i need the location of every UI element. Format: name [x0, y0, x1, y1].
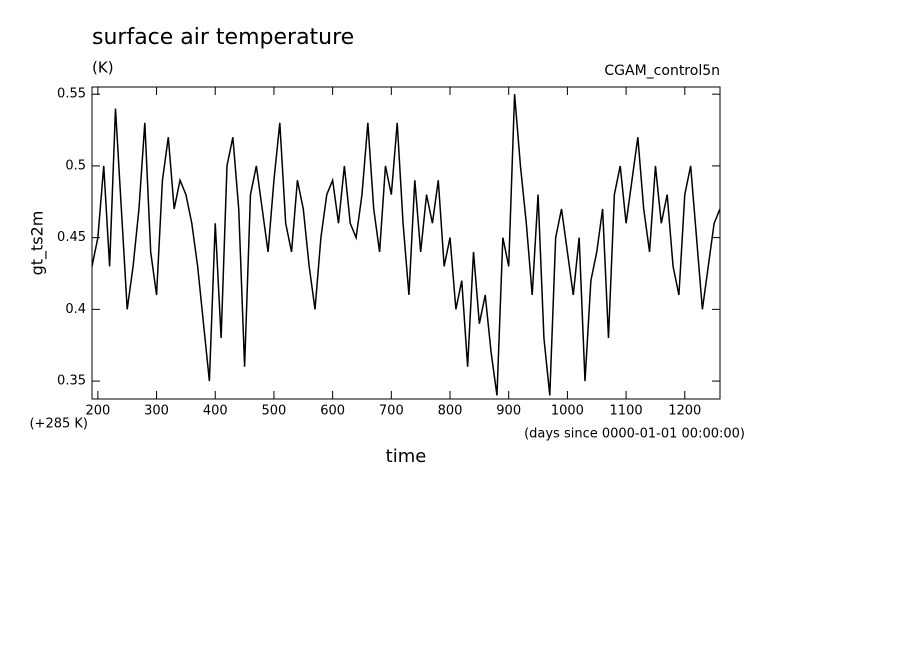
- x-tick-label: 400: [203, 404, 228, 419]
- y-tick-label: 0.4: [65, 302, 86, 317]
- x-tick-label: 1200: [668, 404, 701, 419]
- x-axis-label: time: [386, 446, 427, 467]
- y-offset: (+285 K): [29, 417, 88, 432]
- units: (K): [92, 59, 114, 77]
- x-tick-label: 500: [262, 404, 287, 419]
- x-tick-label: 700: [379, 404, 404, 419]
- x-tick-label: 800: [438, 404, 463, 419]
- data-line: [91, 94, 721, 396]
- y-tick-label: 0.35: [57, 374, 86, 389]
- experiment: CGAM_control5n: [604, 63, 720, 79]
- y-tick-label: 0.5: [65, 158, 86, 173]
- y-tick-label: 0.45: [57, 230, 86, 245]
- plot-frame: [91, 86, 721, 400]
- x-tick-label: 600: [320, 404, 345, 419]
- x-tick-label: 1000: [551, 404, 584, 419]
- x-tick-label: 300: [144, 404, 169, 419]
- x-tick-label: 200: [85, 404, 110, 419]
- y-axis-label: gt_ts2m: [28, 211, 48, 276]
- x-units: (days since 0000-01-01 00:00:00): [524, 427, 745, 442]
- chart-title: surface air temperature: [92, 25, 354, 50]
- x-tick-label: 1100: [610, 404, 643, 419]
- y-tick-label: 0.55: [57, 87, 86, 102]
- x-tick-label: 900: [496, 404, 521, 419]
